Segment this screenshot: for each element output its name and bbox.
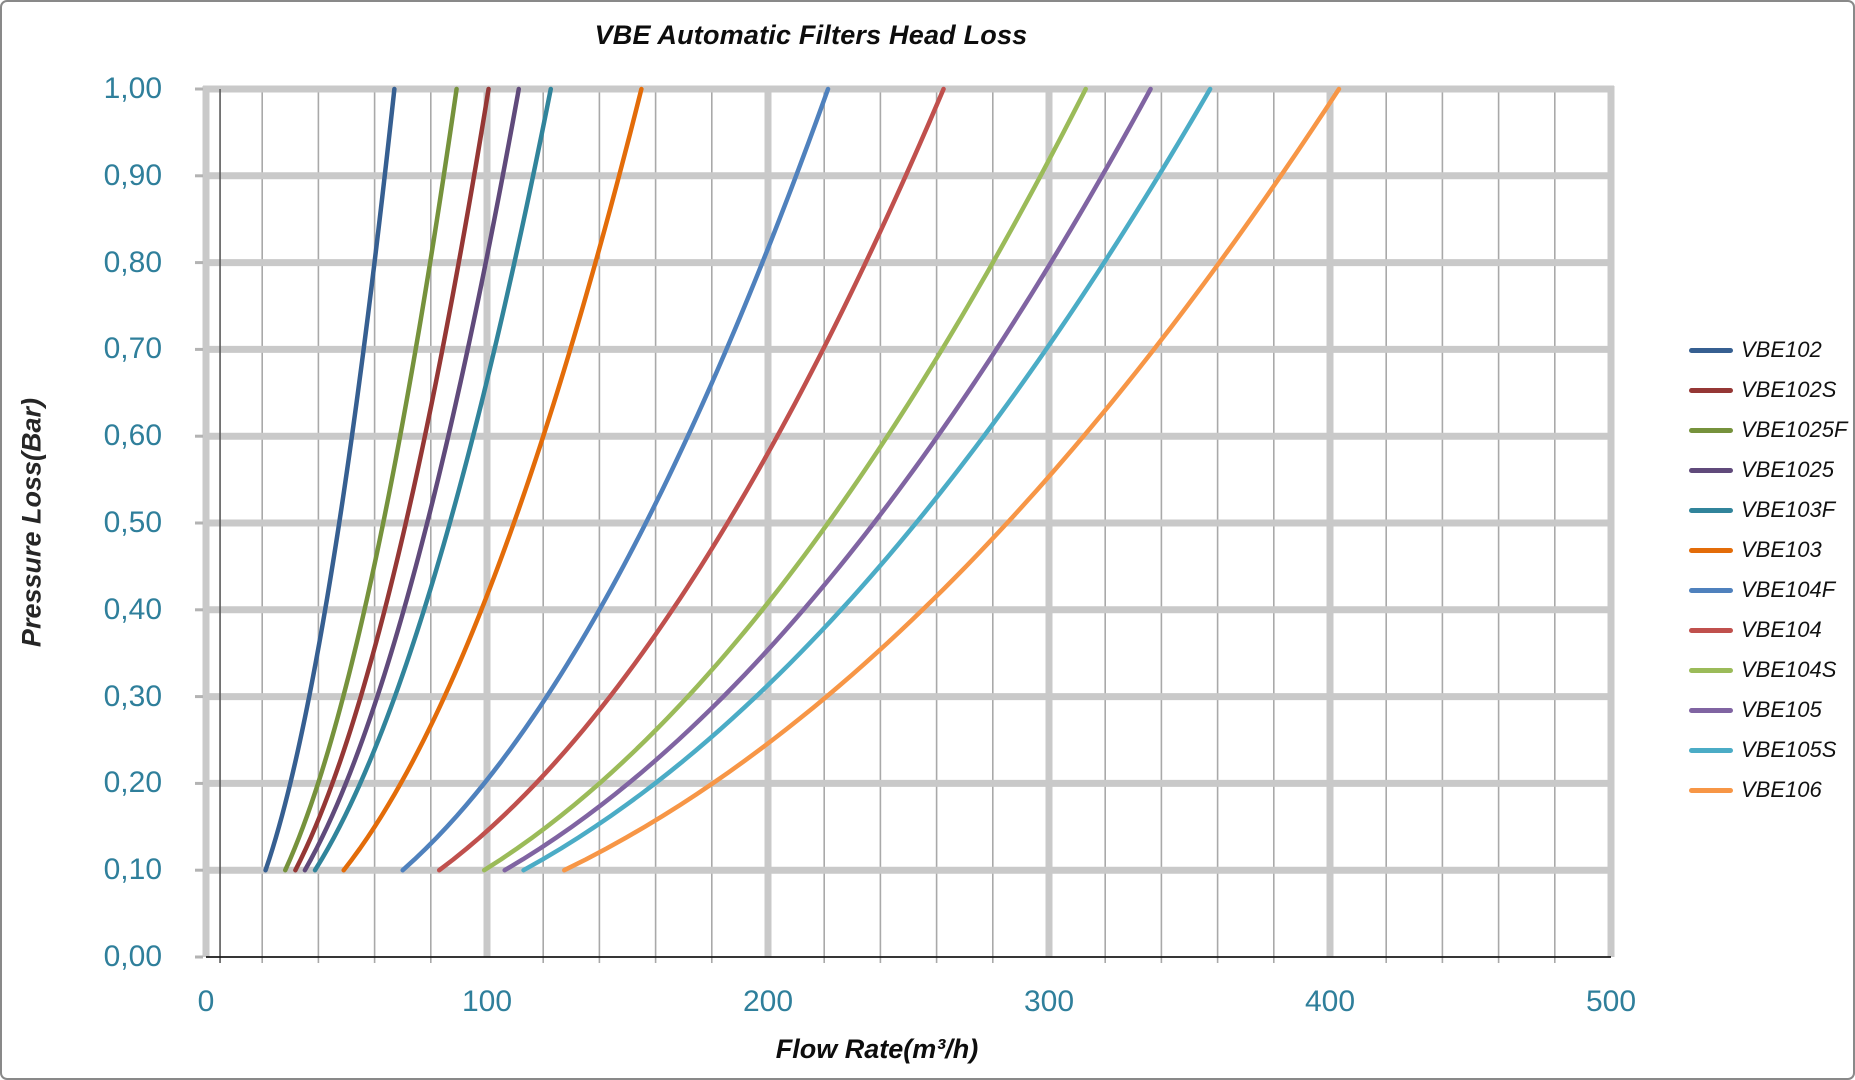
y-tick-label: 0,60 — [103, 419, 162, 453]
legend-label: VBE103 — [1741, 537, 1822, 562]
legend-swatch — [1689, 507, 1733, 513]
x-tick-label: 500 — [1585, 985, 1637, 1018]
y-tick-label: 0,50 — [103, 506, 162, 539]
x-tick-label: 200 — [742, 985, 794, 1018]
curve-VBE103 — [341, 86, 644, 873]
legend-label: VBE102S — [1741, 377, 1837, 402]
legend-label: VBE102 — [1741, 337, 1822, 362]
legend-item-VBE103F: VBE103F — [1689, 490, 1849, 530]
x-tick-label: 400 — [1304, 985, 1356, 1018]
x-axis-title: Flow Rate(m³/h) — [775, 1034, 979, 1064]
legend-label: VBE104F — [1741, 577, 1836, 602]
curve-VBE103F — [312, 86, 554, 873]
legend-item-VBE104: VBE104 — [1689, 610, 1849, 650]
legend-label: VBE104S — [1741, 657, 1837, 682]
y-tick-label: 0,20 — [103, 766, 162, 800]
x-tick-label: 300 — [1023, 985, 1075, 1018]
legend-item-VBE103: VBE103 — [1689, 530, 1849, 570]
legend-item-VBE1025: VBE1025 — [1689, 450, 1849, 490]
legend: VBE102 VBE102S VBE1025F VBE1025 VBE103F VBE10… — [1689, 330, 1849, 810]
curve-VBE106 — [562, 86, 1342, 873]
legend-swatch — [1689, 547, 1733, 553]
legend-label: VBE105S — [1741, 737, 1837, 762]
curve-VBE104F — [400, 86, 831, 873]
x-tick-label: 100 — [461, 985, 513, 1018]
legend-swatch — [1689, 467, 1733, 473]
y-tick-label: 0,40 — [103, 592, 162, 626]
legend-item-VBE105: VBE105 — [1689, 690, 1849, 730]
y-tick-label: 1,00 — [103, 72, 162, 105]
legend-item-VBE106: VBE106 — [1689, 770, 1849, 810]
legend-item-VBE104S: VBE104S — [1689, 650, 1849, 690]
legend-label: VBE104 — [1741, 617, 1822, 642]
curve-VBE104S — [481, 86, 1088, 873]
legend-label: VBE105 — [1741, 697, 1822, 722]
legend-label: VBE1025 — [1741, 457, 1834, 482]
legend-label: VBE106 — [1741, 777, 1822, 802]
legend-swatch — [1689, 587, 1733, 593]
y-tick-label: 0,10 — [103, 853, 162, 887]
legend-item-VBE105S: VBE105S — [1689, 730, 1849, 770]
legend-swatch — [1689, 627, 1733, 633]
curve-VBE1025 — [302, 86, 522, 873]
y-tick-label: 0,90 — [103, 158, 162, 192]
legend-item-VBE102: VBE102 — [1689, 330, 1849, 370]
legend-item-VBE102S: VBE102S — [1689, 370, 1849, 410]
legend-item-VBE1025F: VBE1025F — [1689, 410, 1849, 450]
legend-label: VBE1025F — [1741, 417, 1848, 442]
y-tick-label: 0,30 — [103, 679, 162, 713]
legend-swatch — [1689, 667, 1733, 673]
legend-swatch — [1689, 787, 1733, 793]
legend-label: VBE103F — [1741, 497, 1836, 522]
curve-VBE102S — [293, 86, 491, 873]
legend-swatch — [1689, 387, 1733, 393]
y-tick-label: 0,80 — [103, 245, 162, 279]
curve-VBE102 — [263, 86, 397, 873]
curve-VBE104 — [436, 86, 946, 873]
legend-item-VBE104F: VBE104F — [1689, 570, 1849, 610]
legend-swatch — [1689, 427, 1733, 433]
y-tick-label: 0,70 — [103, 332, 162, 366]
y-tick-label: 0,00 — [103, 940, 162, 973]
legend-swatch — [1689, 747, 1733, 753]
legend-swatch — [1689, 707, 1733, 713]
curve-VBE1025F — [282, 86, 459, 873]
curve-VBE105S — [521, 86, 1213, 873]
curve-VBE105 — [502, 86, 1153, 873]
x-tick-label: 0 — [197, 985, 215, 1018]
chart-title: VBE Automatic Filters Head Loss — [594, 20, 1028, 50]
legend-swatch — [1689, 347, 1733, 353]
